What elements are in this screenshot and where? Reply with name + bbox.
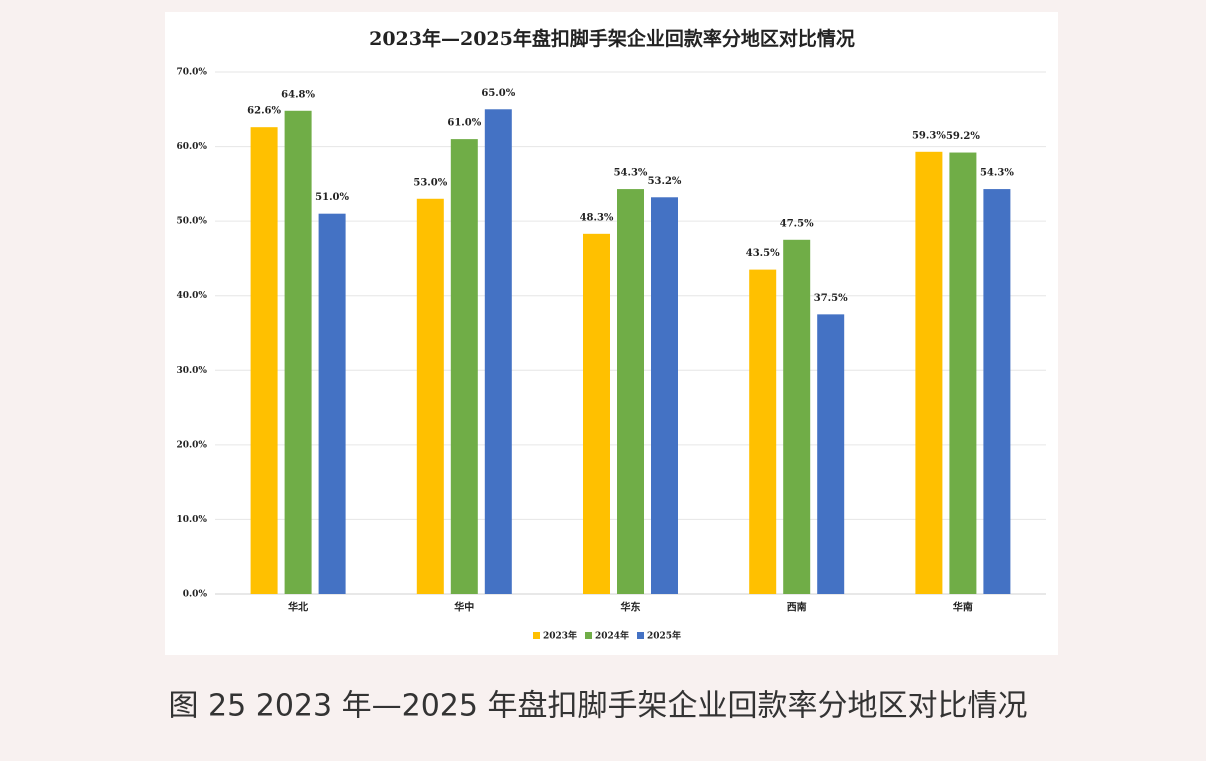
bar (250, 127, 278, 594)
x-tick-label: 华南 (953, 601, 973, 614)
bar (915, 151, 943, 594)
y-tick-label: 60.0% (177, 142, 208, 152)
caption: 图 25 2023 年—2025 年盘扣脚手架企业回款率分地区对比情况 (168, 689, 1027, 724)
bar (284, 110, 312, 594)
value-label: 51.0% (315, 192, 349, 203)
chart-frame (165, 12, 1058, 655)
bar (484, 109, 512, 595)
value-label: 54.3% (980, 168, 1014, 179)
bar (817, 314, 845, 594)
x-tick-label: 华北 (288, 601, 308, 614)
legend-marker (585, 632, 592, 639)
value-label: 54.3% (614, 168, 648, 179)
value-label: 59.2% (946, 131, 980, 142)
bar (983, 189, 1011, 594)
bar (749, 269, 777, 594)
legend-label: 2025年 (647, 630, 681, 642)
chart-title: 2023年—2025年盘扣脚手架企业回款率分地区对比情况 (369, 27, 855, 50)
bar (450, 139, 478, 594)
bar (651, 197, 678, 594)
value-label: 62.6% (247, 106, 281, 117)
legend-label: 2023年 (543, 630, 577, 642)
x-tick-label: 华东 (621, 601, 641, 614)
bar (783, 239, 811, 595)
y-tick-label: 10.0% (177, 515, 208, 525)
y-tick-label: 0.0% (183, 590, 208, 600)
bar (318, 213, 346, 594)
legend-marker (533, 632, 540, 639)
y-tick-label: 50.0% (177, 217, 208, 227)
bar (617, 189, 644, 594)
bar (416, 198, 444, 594)
value-label: 61.0% (447, 118, 481, 129)
value-label: 65.0% (481, 88, 515, 99)
y-tick-label: 40.0% (177, 291, 208, 301)
value-label: 59.3% (912, 130, 946, 141)
value-label: 53.2% (648, 176, 682, 187)
x-tick-label: 华中 (454, 601, 474, 614)
value-label: 43.5% (746, 248, 780, 259)
value-label: 53.0% (413, 177, 447, 188)
x-tick-label: 西南 (787, 601, 807, 614)
legend-label: 2024年 (595, 630, 629, 642)
bar (583, 233, 610, 594)
y-tick-label: 30.0% (177, 366, 208, 376)
bar (949, 152, 977, 594)
value-label: 47.5% (780, 218, 814, 229)
value-label: 64.8% (281, 89, 315, 100)
y-tick-label: 20.0% (177, 440, 208, 450)
value-label: 37.5% (814, 293, 848, 304)
legend-marker (637, 632, 644, 639)
y-tick-label: 70.0% (177, 68, 208, 78)
value-label: 48.3% (580, 212, 614, 223)
